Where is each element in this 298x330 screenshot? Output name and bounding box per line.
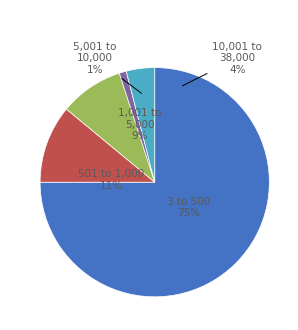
Text: 3 to 500
75%: 3 to 500 75% <box>167 197 211 218</box>
Wedge shape <box>126 68 155 182</box>
Wedge shape <box>119 71 155 182</box>
Wedge shape <box>40 109 155 182</box>
Text: 10,001 to
38,000
4%: 10,001 to 38,000 4% <box>182 42 262 86</box>
Text: 501 to 1,000
11%: 501 to 1,000 11% <box>78 169 144 191</box>
Wedge shape <box>40 68 269 297</box>
Text: 1,001 to
5,000
9%: 1,001 to 5,000 9% <box>118 108 162 142</box>
Wedge shape <box>66 73 155 182</box>
Text: 5,001 to
10,000
1%: 5,001 to 10,000 1% <box>73 42 142 93</box>
